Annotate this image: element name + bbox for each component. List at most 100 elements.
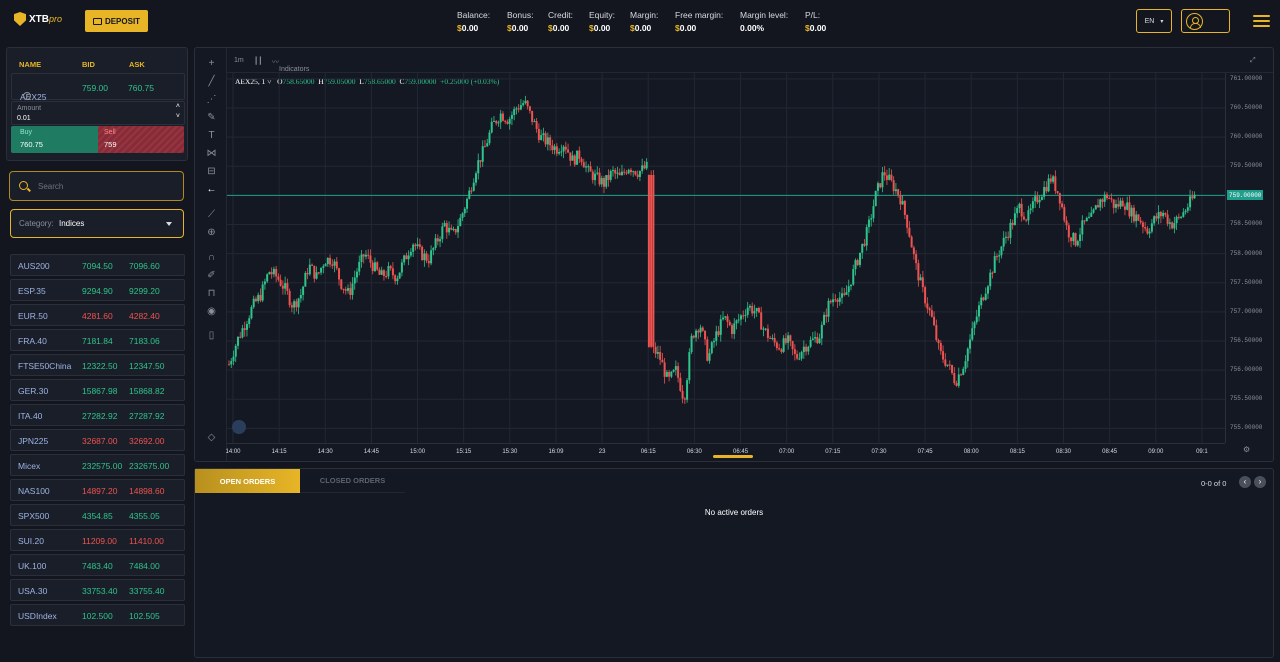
crosshair-icon[interactable]: + [208,58,215,69]
language-select[interactable]: EN ▾ [1136,9,1172,33]
candle-body [1128,202,1131,217]
instrument-name: FTSE50China [18,361,72,371]
candle-body [466,198,469,209]
fullscreen-icon[interactable]: ⤢ [1250,57,1256,64]
deposit-label: DEPOSIT [104,16,141,26]
account-button[interactable] [1181,9,1230,33]
magnet-icon[interactable]: ∩ [207,252,216,263]
candle-body [686,380,689,400]
candle-body [567,149,570,153]
category-select[interactable]: Category: Indices [10,209,184,238]
info-icon[interactable]: i [23,92,31,100]
candle-body [870,218,873,220]
instrument-row[interactable]: JPN225 32687.00 32692.00 [10,429,185,451]
time-axis[interactable]: 14:00 14:15 14:30 14:45 15:00 15:15 15:30 16:09… [225,443,1225,461]
layers-icon[interactable]: ◇ [207,432,216,443]
y-tick-label: 757.50000 [1230,278,1263,286]
instrument-row[interactable]: EUR.50 4281.60 4282.40 [10,304,185,326]
instrument-row[interactable]: NAS100 14897.20 14898.60 [10,479,185,501]
candle-body [403,255,406,263]
hamburger-menu-icon[interactable] [1253,15,1270,28]
candle-body [407,255,410,260]
candle-body [1036,196,1039,203]
candle-body [418,244,421,247]
instrument-row[interactable]: ESP.35 9294.90 9299.20 [10,279,185,301]
logo[interactable]: XTBpro [14,12,62,26]
candle-body [969,339,972,349]
tab-closed-orders[interactable]: CLOSED ORDERS [300,469,405,493]
legend-symbol[interactable]: AEX25, 1 [235,77,266,86]
candle-body [1193,194,1196,199]
chevron-down-icon: ▾ [1160,18,1164,25]
instrument-row[interactable]: UK.100 7483.40 7484.00 [10,554,185,576]
chevron-right-icon[interactable]: › [1254,476,1266,488]
instrument-row[interactable]: GER.30 15867.98 15868.82 [10,379,185,401]
fib-icon[interactable]: ⋰ [206,94,217,105]
candle-body [1063,207,1066,221]
zoom-icon[interactable]: ⊕ [207,227,216,238]
candle-body [618,172,621,176]
candle-body [293,301,296,308]
candle-body [1054,176,1057,192]
pattern-icon[interactable]: ⋈ [206,148,217,159]
instrument-row[interactable]: ITA.40 27282.92 27287.92 [10,404,185,426]
instrument-row[interactable]: SPX500 4354.85 4355.05 [10,504,185,526]
instrument-row[interactable]: SUI.20 11209.00 11410.00 [10,529,185,551]
brush-icon[interactable]: ✎ [207,112,216,123]
eye-icon[interactable]: ◉ [207,306,216,317]
arrow-back-icon[interactable]: ← [206,184,217,195]
interval-button[interactable]: 1m [234,57,244,64]
settings-icon[interactable]: ⚙ [1243,445,1251,454]
y-tick-label: 755.50000 [1230,395,1263,403]
lock-icon[interactable]: ⊓ [207,288,216,299]
candle-body [730,325,733,334]
amount-field[interactable]: Amount 0.01 ˄ ˅ [11,101,185,125]
pencil-lock-icon[interactable]: ✐ [207,270,216,281]
candle-type-icon[interactable]: ┃┃ [254,58,263,65]
buy-button[interactable]: Buy 760.75 [11,126,98,153]
x-tick-label: 14:00 [225,449,241,455]
candle-body [284,283,287,289]
candle-body [526,100,529,107]
candle-body [306,272,309,275]
indicators-button[interactable]: 〰 Indicators [272,59,310,73]
instrument-row[interactable]: USA.30 33753.40 33755.40 [10,579,185,601]
text-icon[interactable]: T [208,130,215,141]
instrument-bid: 12322.50 [82,361,118,371]
selected-instrument-row[interactable]: AEX25 i 759.00 760.75 [11,73,185,102]
candle-body [1016,208,1019,214]
instrument-row[interactable]: FRA.40 7181.84 7183.06 [10,329,185,351]
price-chart[interactable] [227,73,1225,443]
trend-line-icon[interactable]: ╱ [208,76,215,87]
brand-name: XTB [29,13,49,25]
sell-button[interactable]: Sell 759 [98,126,184,153]
trash-icon[interactable]: ▯ [208,330,215,341]
deposit-button[interactable]: DEPOSIT [85,10,148,32]
candle-body [1018,203,1021,209]
measure-icon[interactable]: ⊟ [207,166,216,177]
ohlc-legend: AEX25, 1 ˅ O758.65000 H759.05000 L758.65… [235,77,500,86]
chevron-down-icon[interactable]: ˅ [175,113,180,120]
candle-body [290,305,293,308]
candle-body [802,346,805,353]
shield-icon [14,12,26,26]
candle-body [228,364,230,366]
price-axis[interactable]: 761.00000 760.50000 760.00000 759.50000 759.… [1225,73,1273,443]
candle-body [497,122,500,124]
tab-open-orders[interactable]: OPEN ORDERS [195,469,300,493]
drawing-toolbar: + ╱ ⋰ ✎ T ⋈ ⊟ ← ⟋ ⊕ ∩ ✐ ⊓ ◉ ▯ ◇ [195,48,227,461]
candle-body [533,121,536,123]
chevron-left-icon[interactable]: ‹ [1239,476,1251,488]
instrument-row[interactable]: USDIndex 102.500 102.505 [10,604,185,626]
category-value: Indices [59,219,85,228]
cloud-icon[interactable] [232,420,246,434]
search-input[interactable]: Search [9,171,184,201]
instrument-row[interactable]: FTSE50China 12322.50 12347.50 [10,354,185,376]
instrument-row[interactable]: AUS200 7094.50 7096.60 [10,254,185,276]
candle-body [243,328,246,330]
chevron-up-icon[interactable]: ˄ [175,103,180,110]
candle-body [1101,199,1104,202]
instrument-row[interactable]: Micex 232575.00 232675.00 [10,454,185,476]
ruler-icon[interactable]: ⟋ [208,209,215,220]
chart-scrollbar[interactable] [713,455,753,458]
